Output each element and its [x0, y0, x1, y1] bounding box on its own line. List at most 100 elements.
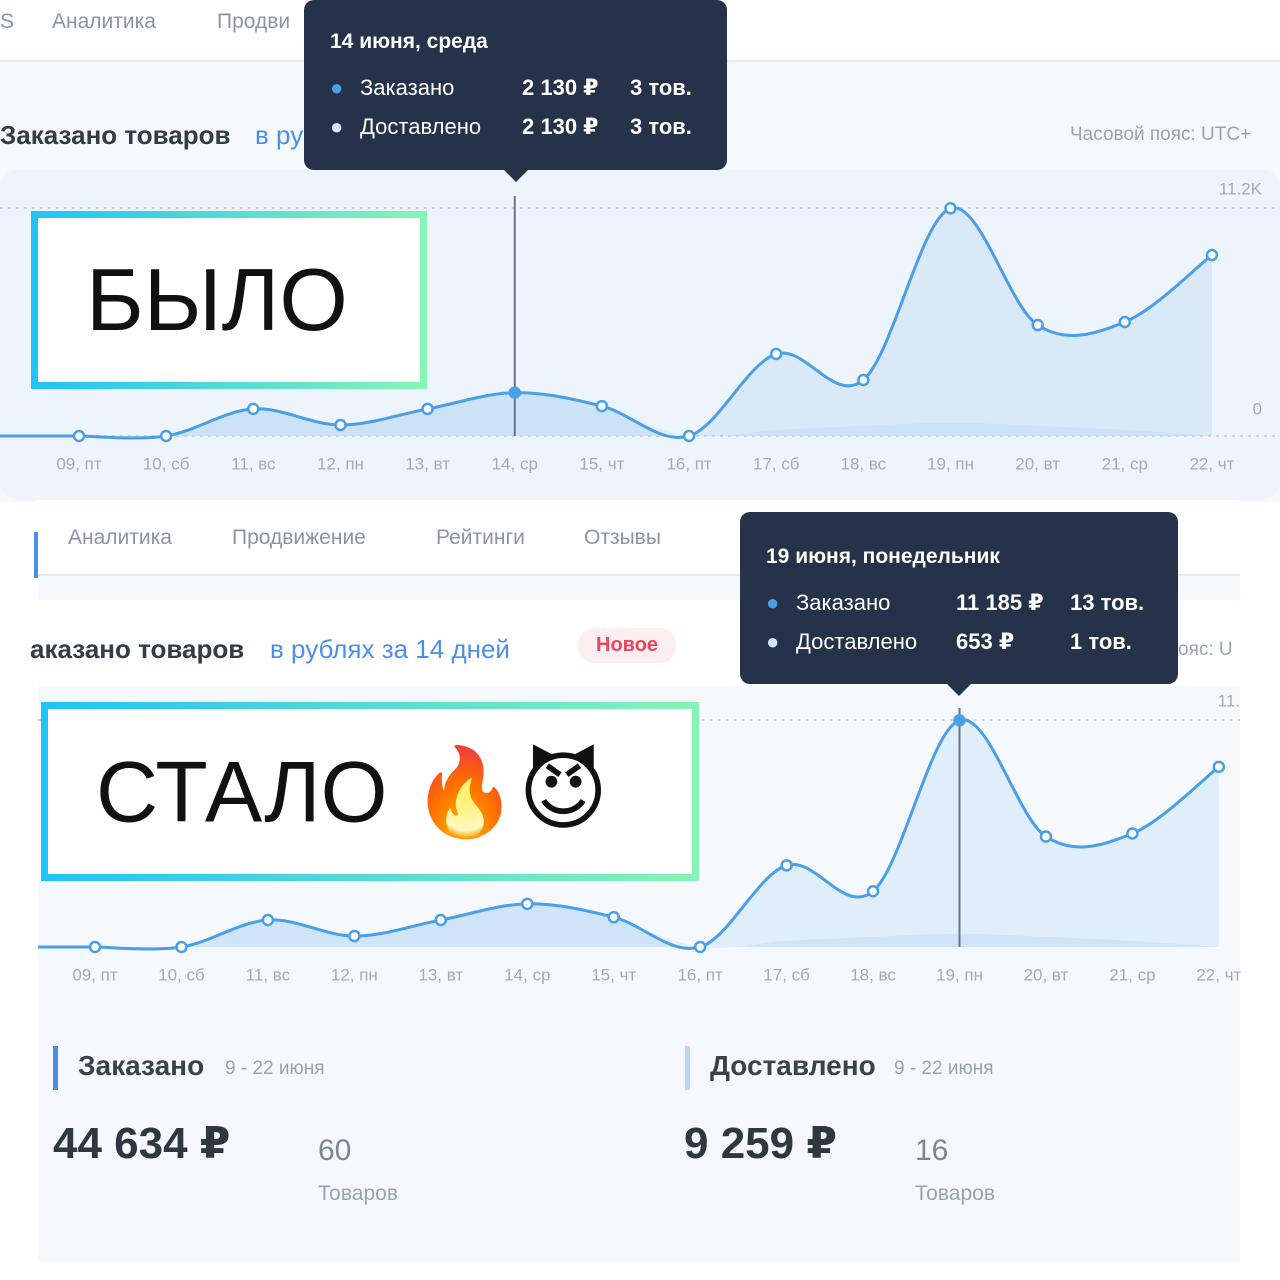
tooltip-amount: 2 130 ₽ — [522, 75, 599, 100]
tooltip-count: 3 тов. — [630, 75, 692, 100]
point — [434, 913, 448, 927]
overlay-box: СТАЛО 🔥😈 — [41, 702, 699, 881]
stat-unit: Товаров — [915, 1182, 995, 1205]
nav-tab[interactable]: Аналитика — [52, 10, 156, 33]
point — [1205, 248, 1219, 262]
stat-amount: 9 259 ₽ — [684, 1119, 837, 1168]
tooltip-count: 1 тов. — [1070, 629, 1132, 654]
point — [607, 910, 620, 924]
legend-dot: ● — [330, 75, 344, 100]
x-tick-label: 18, вс — [850, 965, 896, 984]
point — [247, 402, 260, 416]
heading-link[interactable]: в рублях за 14 дней — [270, 634, 510, 664]
area — [95, 903, 1219, 949]
x-tick-label: 21, ср — [1109, 965, 1155, 984]
tooltip-title: 14 июня, среда — [330, 30, 488, 53]
legend-dot: ● — [330, 114, 344, 139]
heading: аказано товаров — [30, 634, 245, 664]
point — [769, 347, 783, 361]
x-tick-label: 13, вт — [405, 454, 450, 473]
x-tick-label: 09, пт — [56, 454, 102, 473]
nav-tab[interactable]: Продвижение — [232, 526, 366, 549]
nav-tab[interactable]: Аналитика — [68, 526, 172, 549]
point — [421, 402, 434, 416]
x-tick-label: 14, ср — [504, 965, 550, 984]
tooltip-label: Заказано — [796, 590, 891, 615]
point — [261, 913, 275, 927]
tooltip-amount: 11 185 ₽ — [956, 590, 1044, 615]
point — [693, 940, 707, 954]
tooltip-label: Заказано — [360, 75, 455, 100]
legend-dot: ● — [766, 590, 780, 615]
x-tick-label: 15, чт — [579, 454, 624, 473]
heading: Заказано товаров — [0, 120, 231, 150]
area — [79, 392, 1212, 438]
legend-dot: ● — [766, 629, 780, 654]
timezone: ояс: U — [1178, 639, 1233, 660]
point — [508, 386, 521, 399]
x-tick-label: 12, пн — [331, 965, 378, 984]
stat-marker — [53, 1046, 58, 1090]
point — [1039, 830, 1053, 843]
point — [1118, 315, 1132, 329]
x-tick-label: 22, чт — [1189, 454, 1234, 473]
x-tick-label: 20, вт — [1024, 965, 1069, 984]
tooltip-title: 19 июня, понедельник — [766, 545, 1000, 568]
x-tick-label: 11, вс — [246, 965, 291, 984]
point — [334, 418, 347, 432]
y-tick-label: 0 — [1253, 399, 1262, 418]
point — [175, 940, 188, 954]
point — [595, 399, 609, 413]
point — [682, 429, 696, 443]
tooltip-amount: 2 130 ₽ — [522, 114, 599, 139]
stat-period: 9 - 22 июня — [225, 1058, 325, 1079]
stat-count: 60 — [318, 1134, 352, 1167]
stat-unit: Товаров — [318, 1182, 398, 1205]
overlay-box: БЫЛО — [31, 211, 427, 389]
nav-tab[interactable]: Рейтинги — [436, 526, 525, 549]
stat-title: Заказано — [78, 1050, 205, 1081]
area — [79, 207, 1212, 439]
point — [1126, 827, 1139, 840]
point — [1212, 760, 1226, 774]
stat-marker — [685, 1046, 690, 1090]
x-tick-label: 19, пн — [927, 454, 974, 473]
x-tick-label: 09, пт — [72, 965, 118, 984]
tooltip-label: Доставлено — [796, 629, 918, 654]
tab-indicator — [34, 532, 38, 578]
x-tick-label: 14, ср — [492, 454, 538, 473]
tooltip: 19 июня, понедельник ● Заказано 11 185 ₽… — [740, 512, 1178, 696]
x-tick-label: 22, чт — [1196, 965, 1241, 984]
point — [159, 429, 173, 443]
point — [88, 940, 102, 954]
nav-tab[interactable]: S — [0, 10, 15, 33]
x-tick-label: 19, пн — [936, 965, 983, 984]
tooltip-count: 3 тов. — [630, 114, 692, 139]
point — [953, 714, 966, 727]
x-tick-label: 16, пт — [677, 965, 723, 984]
badge: Новое — [578, 628, 677, 663]
point — [857, 373, 870, 387]
x-tick-label: 21, ср — [1102, 454, 1148, 473]
point — [1031, 318, 1044, 332]
stat-count: 16 — [915, 1134, 949, 1167]
x-tick-label: 17, сб — [763, 965, 810, 984]
x-tick-label: 18, вс — [840, 454, 886, 473]
x-tick-label: 10, сб — [143, 454, 190, 473]
x-tick-label: 17, сб — [753, 454, 800, 473]
point — [780, 859, 793, 872]
nav-tab[interactable]: Отзывы — [584, 526, 661, 549]
heading-link[interactable]: в ру — [255, 120, 304, 150]
point — [866, 885, 880, 898]
tooltip-count: 13 тов. — [1070, 590, 1145, 615]
x-tick-label: 20, вт — [1015, 454, 1060, 473]
x-tick-label: 11, вс — [231, 454, 276, 473]
nav-tab[interactable]: Продви — [217, 10, 291, 33]
x-tick-label: 12, пн — [317, 454, 364, 473]
tooltip-amount: 653 ₽ — [956, 629, 1015, 654]
tooltip-label: Доставлено — [360, 114, 482, 139]
stat-amount: 44 634 ₽ — [53, 1119, 231, 1168]
point — [944, 202, 957, 215]
